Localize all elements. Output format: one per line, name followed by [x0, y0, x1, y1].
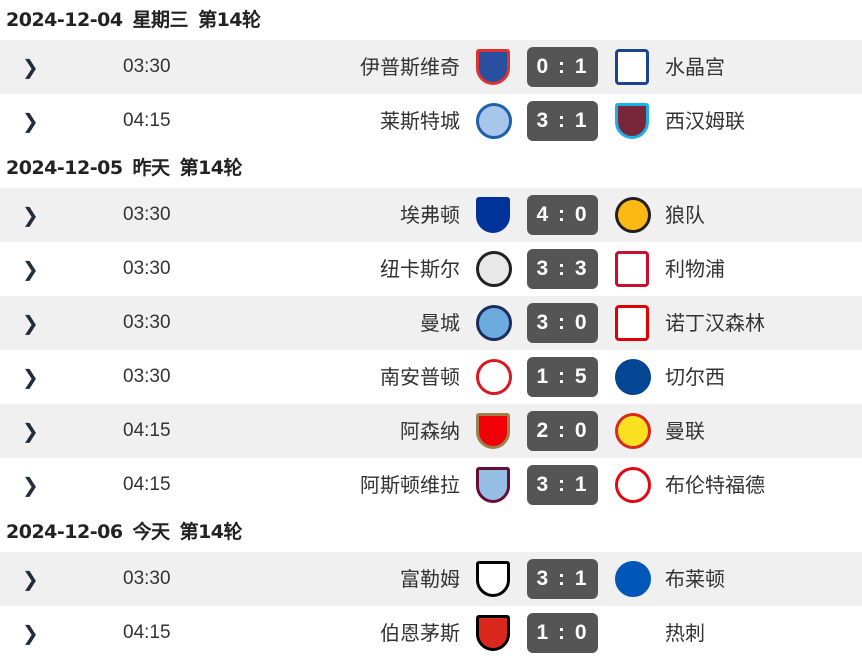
- home-team[interactable]: 埃弗顿: [400, 203, 460, 227]
- match-row[interactable]: ❯ 04:15 阿森纳 2 : 0 曼联: [0, 404, 862, 458]
- date-header: 2024-12-05 昨天 第14轮: [0, 148, 862, 188]
- match-time: 03:30: [123, 366, 171, 387]
- match-row[interactable]: ❯ 03:30 南安普顿 1 : 5 切尔西: [0, 350, 862, 404]
- match-time: 03:30: [123, 204, 171, 225]
- away-team-logo-icon: [615, 359, 651, 395]
- away-team[interactable]: 诺丁汉森林: [665, 311, 765, 335]
- score-badge[interactable]: 1 : 0: [527, 613, 598, 653]
- away-team[interactable]: 曼联: [665, 419, 705, 443]
- away-team[interactable]: 西汉姆联: [665, 109, 745, 133]
- home-team-logo-icon: [476, 103, 512, 139]
- score-badge[interactable]: 3 : 1: [527, 559, 598, 599]
- home-team-logo-icon: [476, 615, 510, 651]
- match-row[interactable]: ❯ 03:30 富勒姆 3 : 1 布莱顿: [0, 552, 862, 606]
- chevron-right-icon[interactable]: ❯: [22, 621, 39, 645]
- away-team-logo-icon: [615, 305, 649, 341]
- away-team[interactable]: 热刺: [665, 621, 705, 645]
- chevron-right-icon[interactable]: ❯: [22, 311, 39, 335]
- match-time: 04:15: [123, 622, 171, 643]
- home-team[interactable]: 阿斯顿维拉: [360, 473, 460, 497]
- chevron-right-icon[interactable]: ❯: [22, 473, 39, 497]
- chevron-right-icon[interactable]: ❯: [22, 109, 39, 133]
- score-badge[interactable]: 3 : 1: [527, 101, 598, 141]
- home-team[interactable]: 伯恩茅斯: [380, 621, 460, 645]
- match-row[interactable]: ❯ 04:15 莱斯特城 3 : 1 西汉姆联: [0, 94, 862, 148]
- home-team[interactable]: 莱斯特城: [380, 109, 460, 133]
- chevron-right-icon[interactable]: ❯: [22, 419, 39, 443]
- day: 星期三: [132, 9, 189, 31]
- away-team[interactable]: 布莱顿: [665, 567, 725, 591]
- away-team-logo-icon: [615, 197, 651, 233]
- date: 2024-12-04: [6, 9, 123, 31]
- score-badge[interactable]: 2 : 0: [527, 411, 598, 451]
- date: 2024-12-06: [6, 521, 123, 543]
- away-team-logo-icon: [615, 103, 649, 139]
- home-team-logo-icon: [476, 49, 510, 85]
- date-header: 2024-12-06 今天 第14轮: [0, 512, 862, 552]
- chevron-right-icon[interactable]: ❯: [22, 257, 39, 281]
- home-team-logo-icon: [476, 467, 510, 503]
- match-time: 04:15: [123, 420, 171, 441]
- away-team-logo-icon: [615, 413, 651, 449]
- home-team[interactable]: 富勒姆: [400, 567, 460, 591]
- chevron-right-icon[interactable]: ❯: [22, 567, 39, 591]
- away-team[interactable]: 水晶宫: [665, 55, 725, 79]
- match-time: 03:30: [123, 312, 171, 333]
- match-time: 03:30: [123, 568, 171, 589]
- away-team[interactable]: 狼队: [665, 203, 705, 227]
- match-time: 03:30: [123, 258, 171, 279]
- home-team[interactable]: 南安普顿: [380, 365, 460, 389]
- chevron-right-icon[interactable]: ❯: [22, 55, 39, 79]
- home-team-logo-icon: [476, 197, 510, 233]
- chevron-right-icon[interactable]: ❯: [22, 203, 39, 227]
- home-team[interactable]: 纽卡斯尔: [380, 257, 460, 281]
- match-time: 03:30: [123, 56, 171, 77]
- away-team[interactable]: 切尔西: [665, 365, 725, 389]
- away-team-logo-icon: [615, 615, 649, 651]
- away-team-logo-icon: [615, 251, 649, 287]
- date-header: 2024-12-04 星期三 第14轮: [0, 0, 862, 40]
- home-team[interactable]: 曼城: [420, 311, 460, 335]
- score-badge[interactable]: 3 : 0: [527, 303, 598, 343]
- match-time: 04:15: [123, 474, 171, 495]
- match-row[interactable]: ❯ 03:30 曼城 3 : 0 诺丁汉森林: [0, 296, 862, 350]
- match-row[interactable]: ❯ 04:15 阿斯顿维拉 3 : 1 布伦特福德: [0, 458, 862, 512]
- score-badge[interactable]: 4 : 0: [527, 195, 598, 235]
- match-row[interactable]: ❯ 03:30 埃弗顿 4 : 0 狼队: [0, 188, 862, 242]
- score-badge[interactable]: 0 : 1: [527, 47, 598, 87]
- round: 第14轮: [179, 521, 243, 543]
- score-badge[interactable]: 1 : 5: [527, 357, 598, 397]
- day: 今天: [132, 521, 171, 543]
- round: 第14轮: [198, 9, 261, 31]
- match-row[interactable]: ❯ 04:15 伯恩茅斯 1 : 0 热刺: [0, 606, 862, 660]
- home-team[interactable]: 伊普斯维奇: [360, 55, 460, 79]
- away-team[interactable]: 利物浦: [665, 257, 725, 281]
- match-time: 04:15: [123, 110, 171, 131]
- chevron-right-icon[interactable]: ❯: [22, 365, 39, 389]
- home-team-logo-icon: [476, 251, 512, 287]
- home-team-logo-icon: [476, 561, 510, 597]
- home-team-logo-icon: [476, 305, 512, 341]
- day: 昨天: [132, 157, 171, 179]
- score-badge[interactable]: 3 : 3: [527, 249, 598, 289]
- home-team-logo-icon: [476, 359, 512, 395]
- away-team[interactable]: 布伦特福德: [665, 473, 765, 497]
- round: 第14轮: [179, 157, 243, 179]
- score-badge[interactable]: 3 : 1: [527, 465, 598, 505]
- match-row[interactable]: ❯ 03:30 伊普斯维奇 0 : 1 水晶宫: [0, 40, 862, 94]
- away-team-logo-icon: [615, 467, 651, 503]
- home-team-logo-icon: [476, 413, 510, 449]
- date: 2024-12-05: [6, 157, 123, 179]
- away-team-logo-icon: [615, 561, 651, 597]
- away-team-logo-icon: [615, 49, 649, 85]
- home-team[interactable]: 阿森纳: [400, 419, 460, 443]
- match-row[interactable]: ❯ 03:30 纽卡斯尔 3 : 3 利物浦: [0, 242, 862, 296]
